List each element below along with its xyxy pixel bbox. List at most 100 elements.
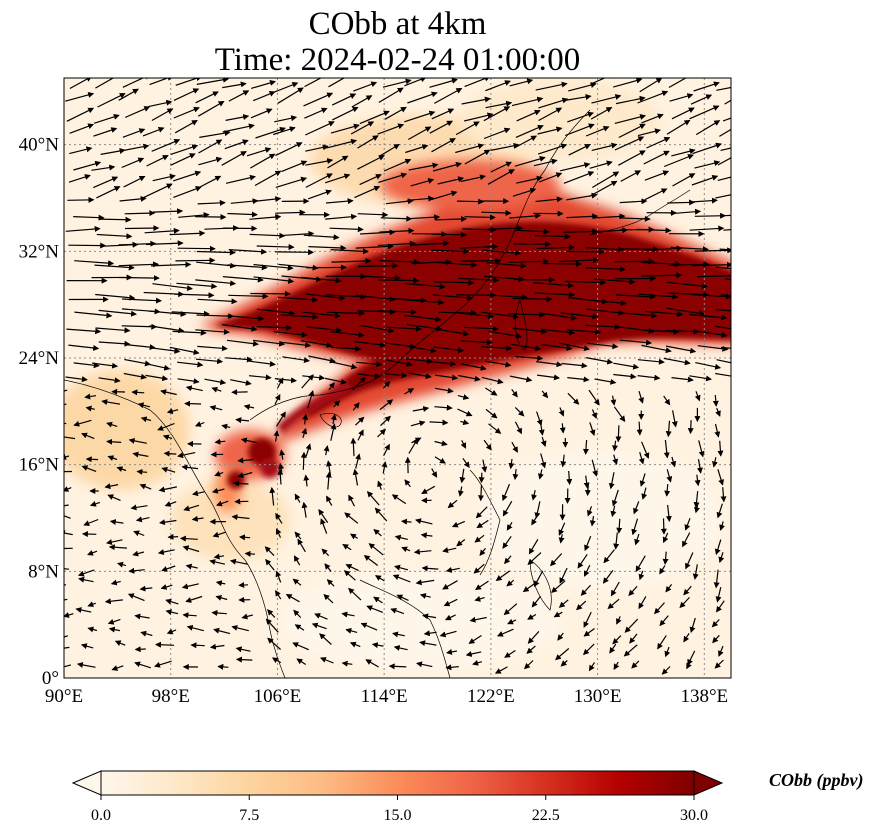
wind-arrow xyxy=(411,259,452,266)
wind-arrow xyxy=(442,547,457,554)
wind-arrow xyxy=(221,423,231,430)
wind-arrow xyxy=(378,309,417,316)
wind-arrow xyxy=(98,377,121,384)
wind-arrow xyxy=(139,483,152,490)
wind-arrow xyxy=(279,449,286,460)
wind-arrow xyxy=(415,579,435,586)
wind-arrow xyxy=(378,277,420,284)
wind-arrow xyxy=(568,144,591,156)
wind-arrow xyxy=(576,600,587,611)
wind-arrow xyxy=(405,144,429,154)
wind-arrow xyxy=(279,341,312,349)
wind-arrow xyxy=(693,81,720,92)
wind-arrow xyxy=(157,422,175,431)
wind-arrow xyxy=(85,456,99,463)
wind-arrow xyxy=(659,615,669,627)
wind-arrow xyxy=(509,78,534,87)
wind-arrow xyxy=(461,96,491,105)
wind-arrow xyxy=(377,123,405,135)
wind-arrow xyxy=(469,616,487,623)
wind-arrow xyxy=(91,164,116,171)
wind-arrow xyxy=(404,388,415,395)
wind-arrow xyxy=(160,389,177,396)
wind-arrow xyxy=(304,78,322,88)
wind-arrow xyxy=(278,230,315,237)
wind-arrow xyxy=(326,310,366,317)
wind-arrow xyxy=(514,228,550,235)
wind-arrow xyxy=(671,107,695,120)
wind-arrow xyxy=(563,94,592,102)
wind-arrow xyxy=(134,661,151,669)
wind-arrow xyxy=(64,646,70,649)
wind-arrow xyxy=(716,503,723,519)
wind-arrow xyxy=(679,596,690,609)
wind-arrow xyxy=(182,612,197,619)
wind-arrow xyxy=(106,539,123,545)
wind-arrow xyxy=(610,395,617,406)
wind-arrow xyxy=(66,107,95,122)
wind-arrow xyxy=(523,660,534,670)
wind-arrow xyxy=(69,78,93,90)
wind-arrow xyxy=(695,362,722,370)
wind-arrow xyxy=(583,628,595,637)
wind-arrow xyxy=(230,198,259,205)
wind-arrow xyxy=(722,117,731,122)
wind-arrow xyxy=(593,213,626,220)
wind-arrow xyxy=(302,311,341,319)
wind-arrow xyxy=(273,430,280,442)
wind-arrow xyxy=(183,504,200,512)
wind-arrow xyxy=(249,214,282,221)
wind-arrow xyxy=(176,282,218,290)
wind-arrow xyxy=(609,643,617,654)
wind-arrow xyxy=(644,188,668,201)
wind-arrow xyxy=(422,613,437,620)
wind-arrow xyxy=(536,411,543,426)
wind-arrow xyxy=(557,632,564,641)
wind-arrow xyxy=(455,143,485,154)
wind-arrow xyxy=(511,441,518,453)
wind-arrow xyxy=(246,147,272,157)
wind-arrow xyxy=(69,146,93,155)
wind-arrow xyxy=(277,87,304,104)
wind-arrow xyxy=(584,484,591,497)
wind-arrow xyxy=(559,257,600,264)
wind-arrow xyxy=(98,309,137,317)
wind-arrow xyxy=(164,501,177,507)
wind-arrow xyxy=(421,485,436,495)
wind-arrow xyxy=(64,454,70,460)
wind-arrow xyxy=(349,641,361,648)
wind-arrow xyxy=(716,600,725,613)
wind-arrow xyxy=(130,504,148,511)
wind-arrow xyxy=(248,374,272,381)
wind-arrow xyxy=(64,530,73,537)
wind-arrow xyxy=(222,81,247,89)
wind-arrow xyxy=(583,564,591,577)
wind-arrow xyxy=(305,443,312,457)
wind-arrow xyxy=(352,402,360,411)
colorbar-tick-label: 30.0 xyxy=(680,807,708,824)
wind-arrow xyxy=(305,173,333,188)
wind-arrow xyxy=(65,92,95,102)
wind-arrow xyxy=(405,358,434,365)
wind-arrow xyxy=(633,501,640,515)
wind-arrow xyxy=(691,293,731,300)
wind-arrow xyxy=(712,634,720,644)
wind-arrow xyxy=(485,360,512,368)
wind-arrow xyxy=(277,377,284,389)
wind-arrow xyxy=(411,240,450,247)
wind-arrow xyxy=(537,374,560,381)
wind-arrow xyxy=(373,596,383,604)
wind-arrow xyxy=(275,142,303,157)
wind-arrow xyxy=(715,325,731,330)
wind-arrow xyxy=(507,618,517,625)
wind-arrow xyxy=(165,609,179,616)
wind-arrow xyxy=(664,328,700,335)
wind-arrow xyxy=(121,323,158,330)
wind-arrow xyxy=(585,357,614,365)
wind-arrow xyxy=(161,466,176,473)
wind-arrow xyxy=(96,186,121,199)
wind-arrow xyxy=(531,515,538,526)
wind-arrow xyxy=(720,294,731,297)
wind-arrow xyxy=(582,643,595,656)
